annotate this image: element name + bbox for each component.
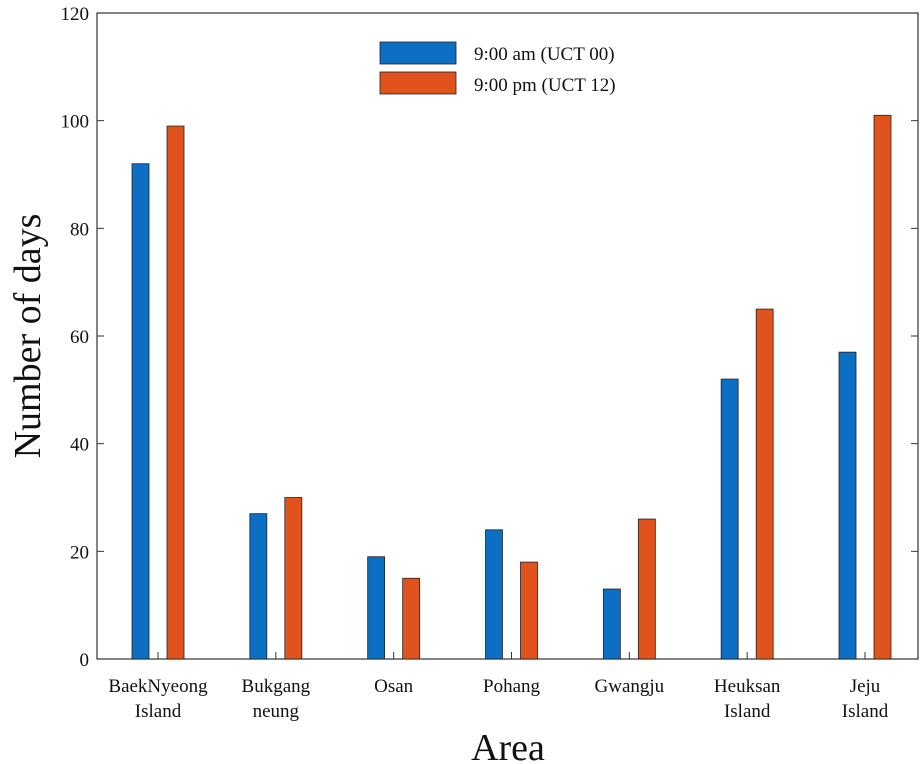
- x-category-label: Jeju Island: [842, 676, 889, 722]
- x-category-label-line: Gwangju: [595, 676, 665, 697]
- x-category-label-line: Island: [842, 701, 889, 722]
- bar-am: [131, 163, 150, 660]
- x-category-label-line: neung: [253, 701, 300, 722]
- x-category-label: Osan: [374, 676, 414, 697]
- x-category-label-line: Island: [724, 701, 771, 722]
- bar-series: [131, 114, 892, 660]
- x-category-label-line: Jeju: [850, 676, 881, 697]
- bar-pm: [402, 577, 421, 660]
- x-category-label-line: Pohang: [483, 676, 541, 697]
- bar-am: [249, 513, 268, 660]
- y-tick-label: 120: [61, 4, 90, 25]
- x-category-label-line: Bukgang: [242, 676, 311, 697]
- x-category-label-line: BaekNyeong: [108, 676, 208, 697]
- bar-am: [720, 378, 739, 660]
- plot-frame: [96, 12, 919, 660]
- y-tick-label: 60: [70, 327, 89, 348]
- bar-am: [485, 529, 503, 660]
- bar-pm: [755, 308, 774, 660]
- y-axis-ticks: 0 20 40 60 80 100 120: [61, 4, 918, 671]
- x-category-label: Pohang: [483, 676, 541, 697]
- x-category-label-line: Island: [135, 701, 182, 722]
- bar-am: [367, 556, 386, 660]
- legend-label-am: 9:00 am (UCT 00): [474, 44, 615, 65]
- bar-am: [602, 588, 621, 660]
- legend: 9:00 am (UCT 00) 9:00 pm (UCT 12): [364, 30, 688, 102]
- bar-pm: [284, 497, 303, 660]
- x-category-label: Heuksan Island: [714, 676, 781, 722]
- y-tick-label: 0: [80, 650, 90, 671]
- legend-swatch-am: [379, 41, 457, 65]
- x-axis-title: Area: [471, 727, 545, 764]
- legend-label-pm: 9:00 pm (UCT 12): [474, 75, 616, 96]
- bar-pm: [520, 561, 538, 660]
- x-category-label: BaekNyeong Island: [108, 676, 208, 722]
- y-tick-label: 80: [70, 219, 89, 240]
- y-axis-title: Number of days: [7, 214, 49, 459]
- y-tick-label: 20: [70, 542, 89, 563]
- legend-swatch-pm: [379, 71, 457, 95]
- bar-pm: [166, 125, 185, 660]
- bar-pm: [637, 518, 656, 660]
- bar-am: [838, 351, 857, 660]
- x-axis-category-labels: BaekNyeong Island Bukgang neung Osan Pohang Gw…: [108, 676, 888, 722]
- x-category-label-line: Heuksan: [714, 676, 781, 697]
- x-category-label: Gwangju: [595, 676, 665, 697]
- y-tick-label: 100: [61, 112, 90, 133]
- bar-pm: [873, 114, 892, 660]
- x-category-label: Bukgang neung: [242, 676, 311, 722]
- y-tick-label: 40: [70, 435, 89, 456]
- x-category-label-line: Osan: [374, 676, 414, 697]
